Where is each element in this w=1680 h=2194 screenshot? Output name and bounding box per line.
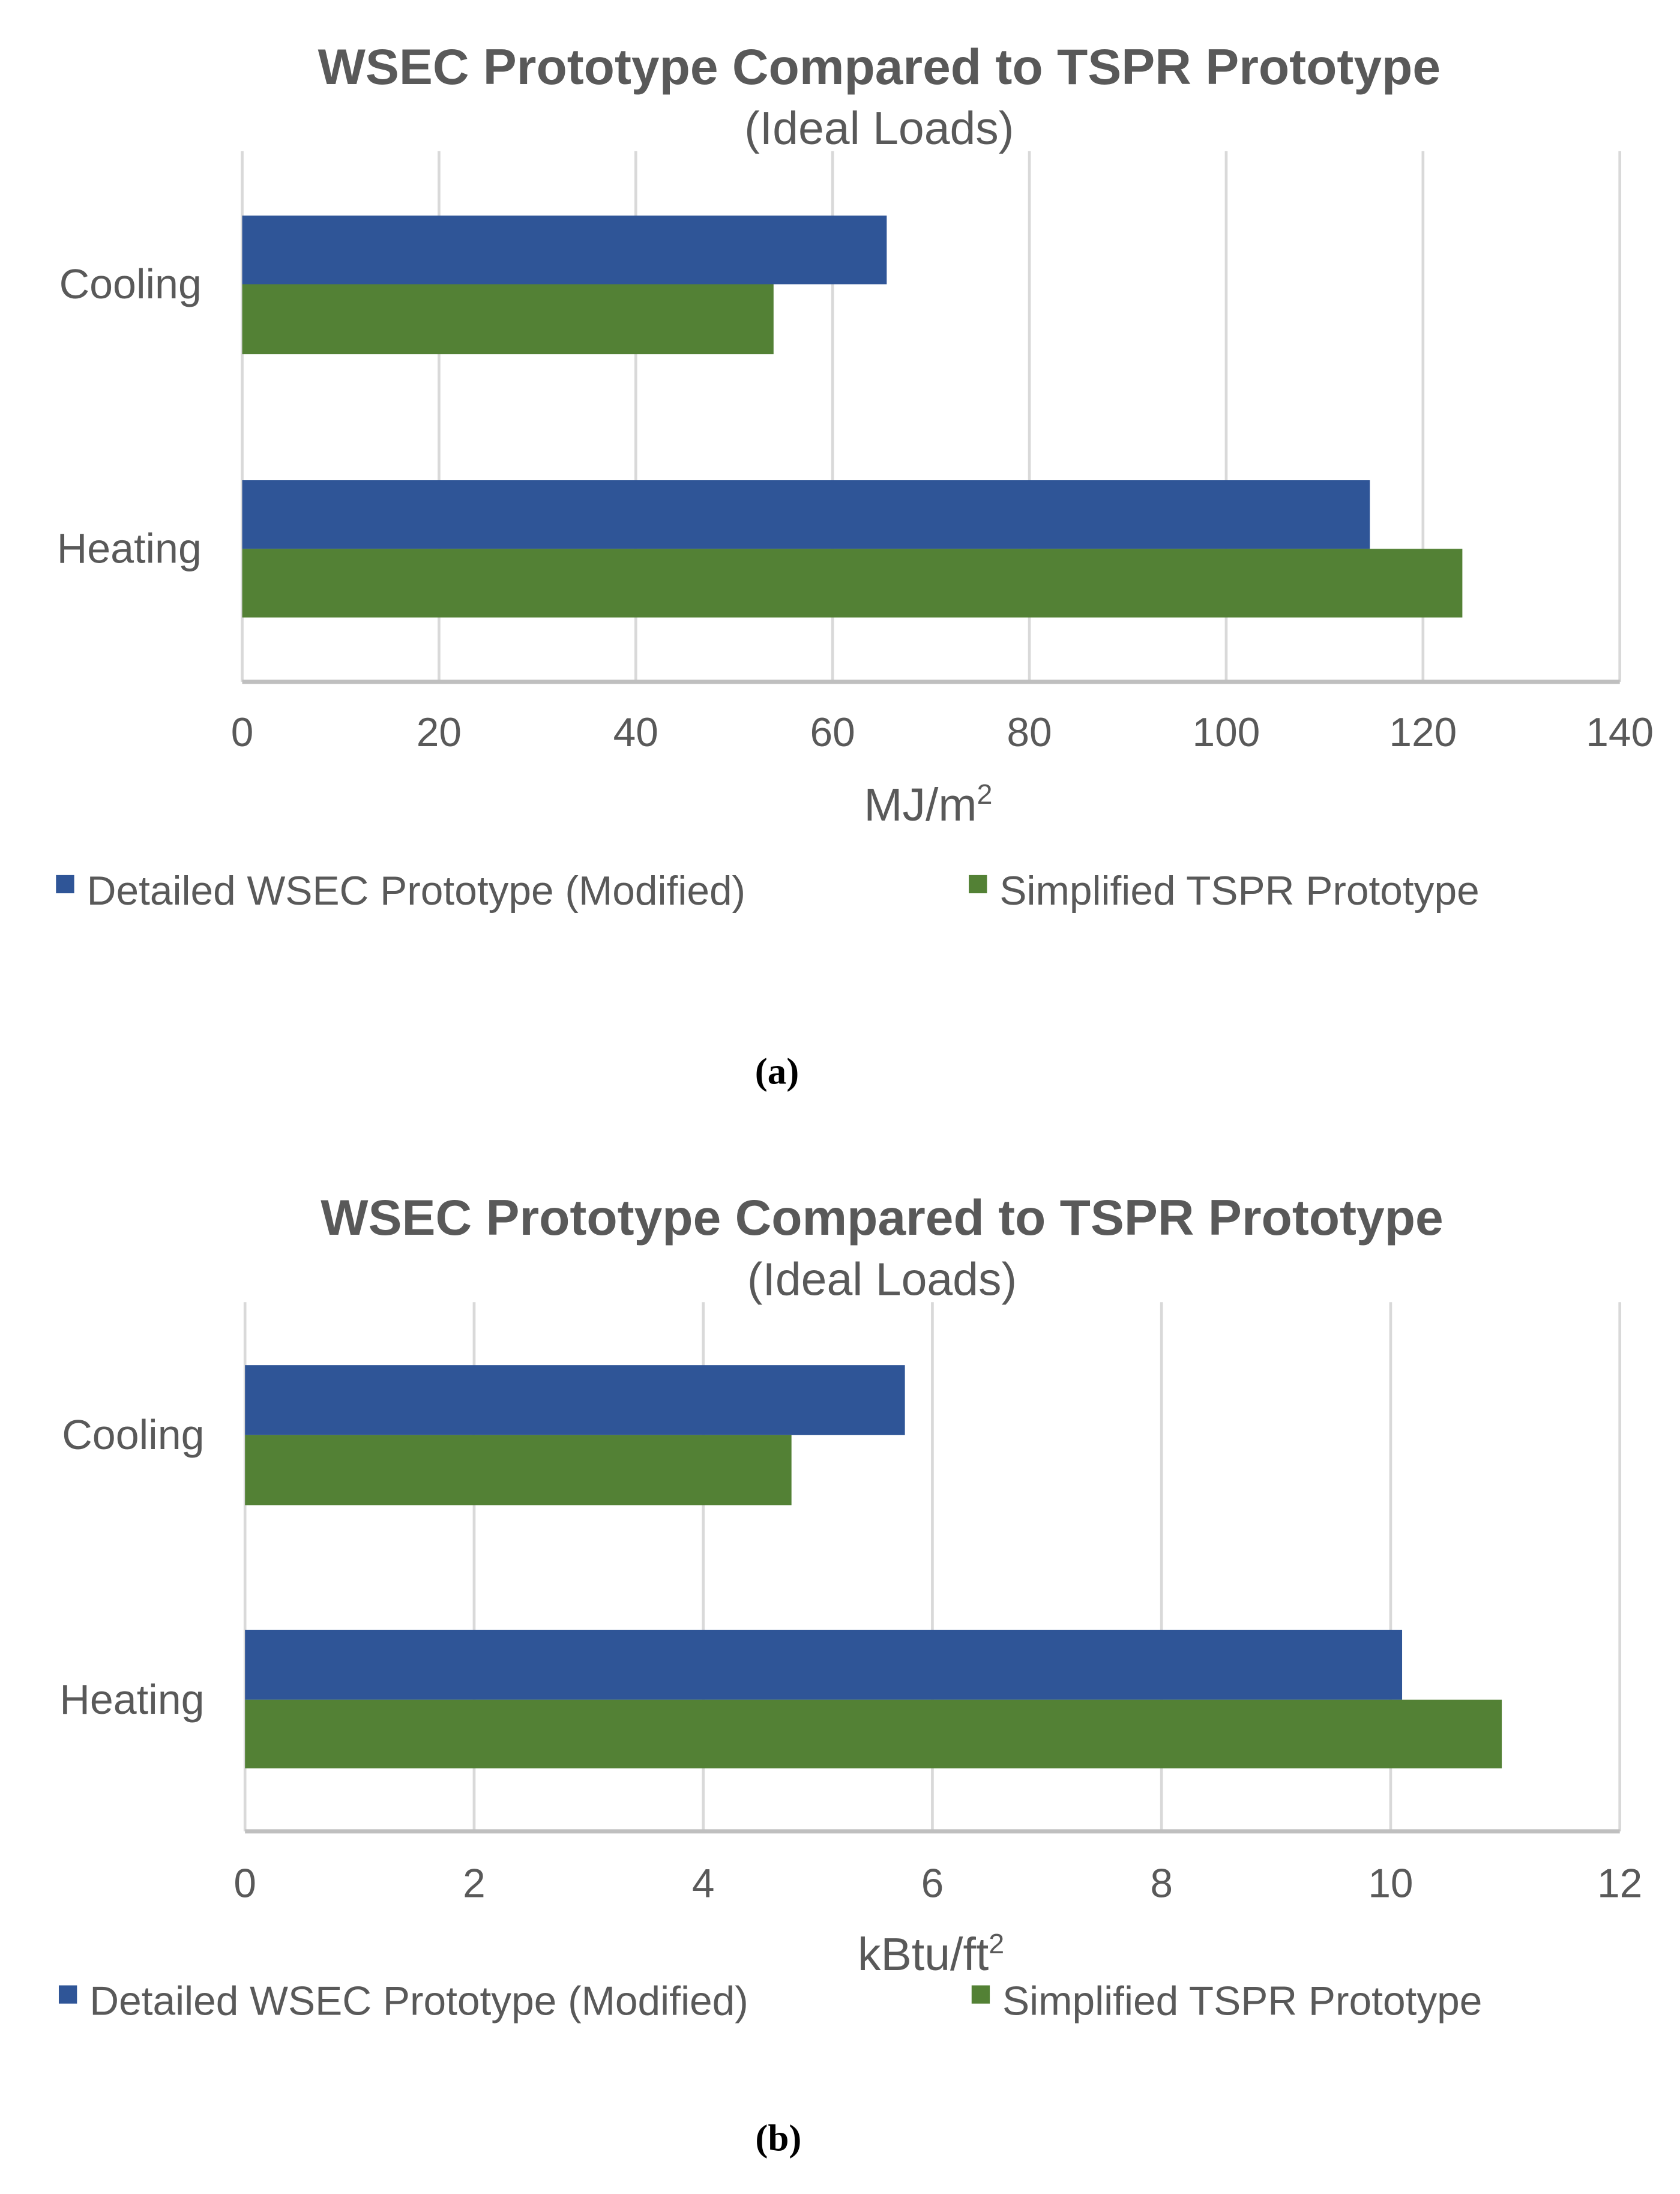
x-tick-label: 20	[417, 710, 462, 755]
x-tick-label: 10	[1368, 1861, 1413, 1906]
x-tick-label: 120	[1389, 710, 1457, 755]
bar-heating-simplified	[245, 1699, 1502, 1768]
legend-swatch-detailed	[56, 875, 74, 894]
x-axis-label-text: MJ/m	[864, 779, 977, 831]
x-axis-label-superscript: 2	[989, 1928, 1004, 1959]
x-axis-label: MJ/m2	[864, 779, 992, 831]
x-tick-label: 80	[1007, 710, 1052, 755]
legend-swatch-simplified	[971, 1985, 990, 2004]
legend-swatch-detailed	[58, 1985, 77, 2004]
category-label-cooling: Cooling	[59, 261, 202, 307]
x-tick-label: 60	[810, 710, 855, 755]
chart-title: WSEC Prototype Compared to TSPR Prototyp…	[318, 38, 1441, 95]
x-tick-label: 6	[921, 1861, 944, 1906]
chart-subtitle: (Ideal Loads)	[744, 103, 1014, 154]
caption: (b)	[755, 2117, 801, 2159]
x-tick-label: 12	[1597, 1861, 1642, 1906]
bar-cooling-simplified	[245, 1435, 792, 1505]
chart-a: WSEC Prototype Compared to TSPR Prototyp…	[56, 38, 1654, 1092]
x-axis-label-superscript: 2	[977, 779, 993, 810]
chart-subtitle: (Ideal Loads)	[747, 1254, 1017, 1306]
x-tick-label: 100	[1193, 710, 1260, 755]
bar-cooling-detailed	[245, 1365, 905, 1435]
x-tick-label: 8	[1150, 1861, 1173, 1906]
bar-heating-detailed	[242, 480, 1370, 549]
x-tick-label: 4	[692, 1861, 715, 1906]
chart-title: WSEC Prototype Compared to TSPR Prototyp…	[321, 1189, 1443, 1246]
category-label-heating: Heating	[57, 525, 202, 572]
legend-label: Detailed WSEC Prototype (Modified)	[89, 1979, 748, 2024]
legend-label: Simplified TSPR Prototype	[999, 869, 1479, 914]
x-tick-label: 40	[613, 710, 658, 755]
legend-swatch-simplified	[969, 875, 987, 894]
legend-label: Detailed WSEC Prototype (Modified)	[87, 869, 745, 914]
category-label-heating: Heating	[59, 1676, 204, 1723]
bar-heating-simplified	[242, 549, 1463, 618]
bar-heating-detailed	[245, 1630, 1403, 1700]
x-tick-label: 0	[231, 710, 254, 755]
x-tick-label: 2	[463, 1861, 486, 1906]
category-label-cooling: Cooling	[62, 1411, 204, 1458]
x-tick-label: 140	[1586, 710, 1654, 755]
bar-cooling-simplified	[242, 284, 774, 355]
x-axis-label-text: kBtu/ft	[858, 1929, 989, 1980]
bar-cooling-detailed	[242, 215, 887, 285]
x-tick-label: 0	[233, 1861, 256, 1906]
legend-label: Simplified TSPR Prototype	[1002, 1979, 1482, 2024]
chart-b: WSEC Prototype Compared to TSPR Prototyp…	[58, 1189, 1642, 2159]
x-axis-label: kBtu/ft2	[858, 1928, 1004, 1980]
caption: (a)	[755, 1050, 799, 1092]
